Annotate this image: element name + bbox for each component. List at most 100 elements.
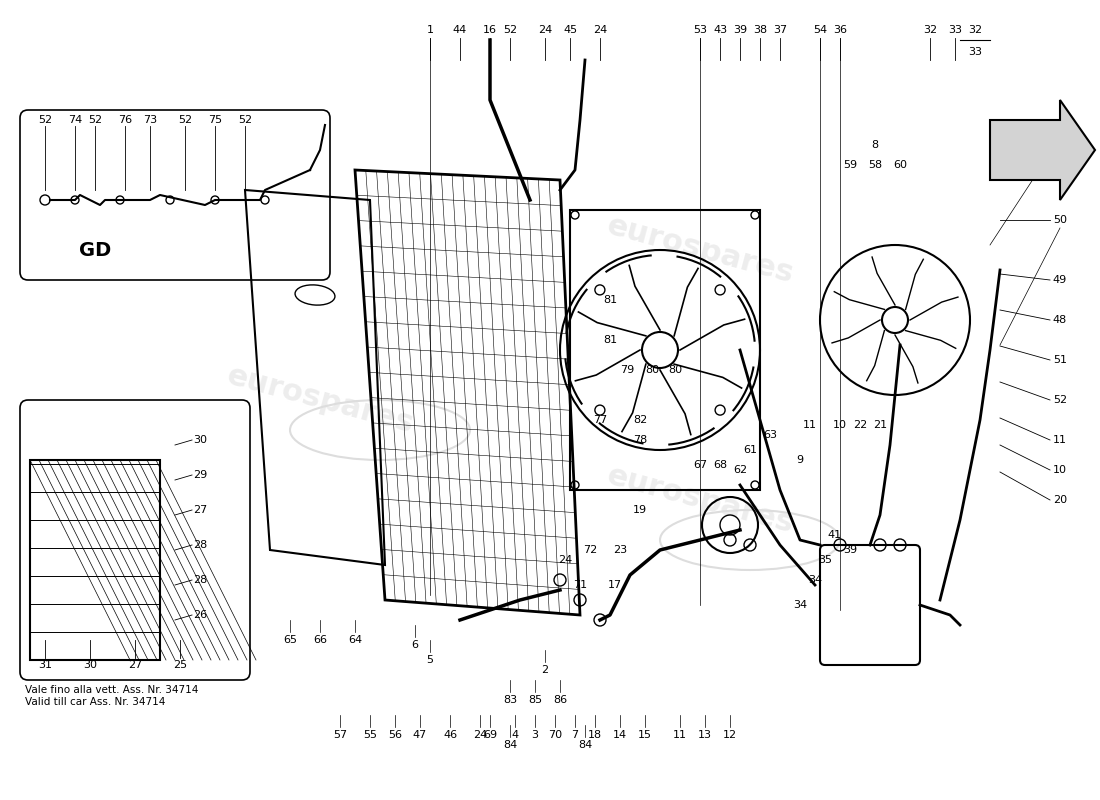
Text: 81: 81 <box>603 295 617 305</box>
Text: 21: 21 <box>873 420 887 430</box>
Polygon shape <box>990 100 1094 200</box>
Text: 55: 55 <box>363 730 377 740</box>
Text: 31: 31 <box>39 660 52 670</box>
Text: 62: 62 <box>733 465 747 475</box>
Text: 75: 75 <box>208 115 222 125</box>
Text: 86: 86 <box>553 695 568 705</box>
Text: 22: 22 <box>852 420 867 430</box>
Text: 34: 34 <box>807 575 822 585</box>
Text: Vale fino alla vett. Ass. Nr. 34714
Valid till car Ass. Nr. 34714: Vale fino alla vett. Ass. Nr. 34714 Vali… <box>25 685 198 706</box>
Text: 53: 53 <box>693 25 707 35</box>
Text: 12: 12 <box>723 730 737 740</box>
Text: 24: 24 <box>593 25 607 35</box>
Text: 46: 46 <box>443 730 458 740</box>
Text: 32: 32 <box>968 25 982 35</box>
Text: 39: 39 <box>733 25 747 35</box>
Text: 57: 57 <box>333 730 348 740</box>
Text: 26: 26 <box>192 610 207 620</box>
Text: eurospares: eurospares <box>603 211 796 289</box>
Text: 84: 84 <box>578 740 592 750</box>
Text: 2: 2 <box>541 665 549 675</box>
Text: 59: 59 <box>843 160 857 170</box>
Text: GD: GD <box>79 241 111 259</box>
Text: 58: 58 <box>868 160 882 170</box>
Text: 10: 10 <box>833 420 847 430</box>
Text: 11: 11 <box>1053 435 1067 445</box>
Text: 5: 5 <box>427 655 433 665</box>
Text: 60: 60 <box>893 160 907 170</box>
Text: 20: 20 <box>1053 495 1067 505</box>
Text: 3: 3 <box>531 730 539 740</box>
Text: 67: 67 <box>693 460 707 470</box>
Text: 23: 23 <box>613 545 627 555</box>
Text: 6: 6 <box>411 640 418 650</box>
Text: 37: 37 <box>773 25 788 35</box>
Text: 79: 79 <box>620 365 634 375</box>
Text: 14: 14 <box>613 730 627 740</box>
Text: 16: 16 <box>483 25 497 35</box>
Text: 40: 40 <box>1053 125 1067 135</box>
Text: 82: 82 <box>632 415 647 425</box>
Text: 11: 11 <box>673 730 688 740</box>
Text: 30: 30 <box>192 435 207 445</box>
Text: 76: 76 <box>118 115 132 125</box>
Text: 4: 4 <box>512 730 518 740</box>
Text: 24: 24 <box>473 730 487 740</box>
Text: 10: 10 <box>1053 465 1067 475</box>
Text: 83: 83 <box>503 695 517 705</box>
Text: 17: 17 <box>608 580 623 590</box>
Text: 52: 52 <box>37 115 52 125</box>
Text: 71: 71 <box>573 580 587 590</box>
Text: 51: 51 <box>1053 355 1067 365</box>
Text: 52: 52 <box>1053 395 1067 405</box>
Text: 66: 66 <box>314 635 327 645</box>
Text: 63: 63 <box>763 430 777 440</box>
Text: 15: 15 <box>638 730 652 740</box>
Text: 48: 48 <box>1053 315 1067 325</box>
Text: 72: 72 <box>583 545 597 555</box>
Text: 73: 73 <box>143 115 157 125</box>
Text: 80: 80 <box>645 365 659 375</box>
Text: 29: 29 <box>192 470 207 480</box>
Text: 33: 33 <box>948 25 962 35</box>
Text: 25: 25 <box>173 660 187 670</box>
Text: 42: 42 <box>1053 155 1067 165</box>
Text: 32: 32 <box>923 25 937 35</box>
Text: 70: 70 <box>548 730 562 740</box>
Text: 27: 27 <box>192 505 207 515</box>
Text: 28: 28 <box>192 540 207 550</box>
Text: 8: 8 <box>871 140 879 150</box>
Text: 24: 24 <box>538 25 552 35</box>
Text: 69: 69 <box>483 730 497 740</box>
Text: 33: 33 <box>968 47 982 57</box>
Text: 65: 65 <box>283 635 297 645</box>
Text: 56: 56 <box>388 730 401 740</box>
Text: 36: 36 <box>833 25 847 35</box>
Text: 38: 38 <box>752 25 767 35</box>
Text: 19: 19 <box>632 505 647 515</box>
Text: 27: 27 <box>128 660 142 670</box>
Text: 13: 13 <box>698 730 712 740</box>
Text: 78: 78 <box>632 435 647 445</box>
Text: 74: 74 <box>68 115 82 125</box>
Text: 35: 35 <box>818 555 832 565</box>
Text: eurospares: eurospares <box>223 361 417 439</box>
Text: 84: 84 <box>503 740 517 750</box>
Text: 34: 34 <box>793 600 807 610</box>
Text: 18: 18 <box>587 730 602 740</box>
Text: 39: 39 <box>843 545 857 555</box>
Text: 54: 54 <box>813 25 827 35</box>
Text: 52: 52 <box>88 115 102 125</box>
Text: 52: 52 <box>238 115 252 125</box>
Text: 11: 11 <box>803 420 817 430</box>
Text: 81: 81 <box>603 335 617 345</box>
Text: 50: 50 <box>1053 215 1067 225</box>
Text: 44: 44 <box>453 25 468 35</box>
Text: 52: 52 <box>503 25 517 35</box>
Text: eurospares: eurospares <box>603 461 796 539</box>
Text: 9: 9 <box>796 455 804 465</box>
Text: 30: 30 <box>82 660 97 670</box>
Text: 85: 85 <box>528 695 542 705</box>
Text: 1: 1 <box>427 25 433 35</box>
Text: 45: 45 <box>563 25 578 35</box>
